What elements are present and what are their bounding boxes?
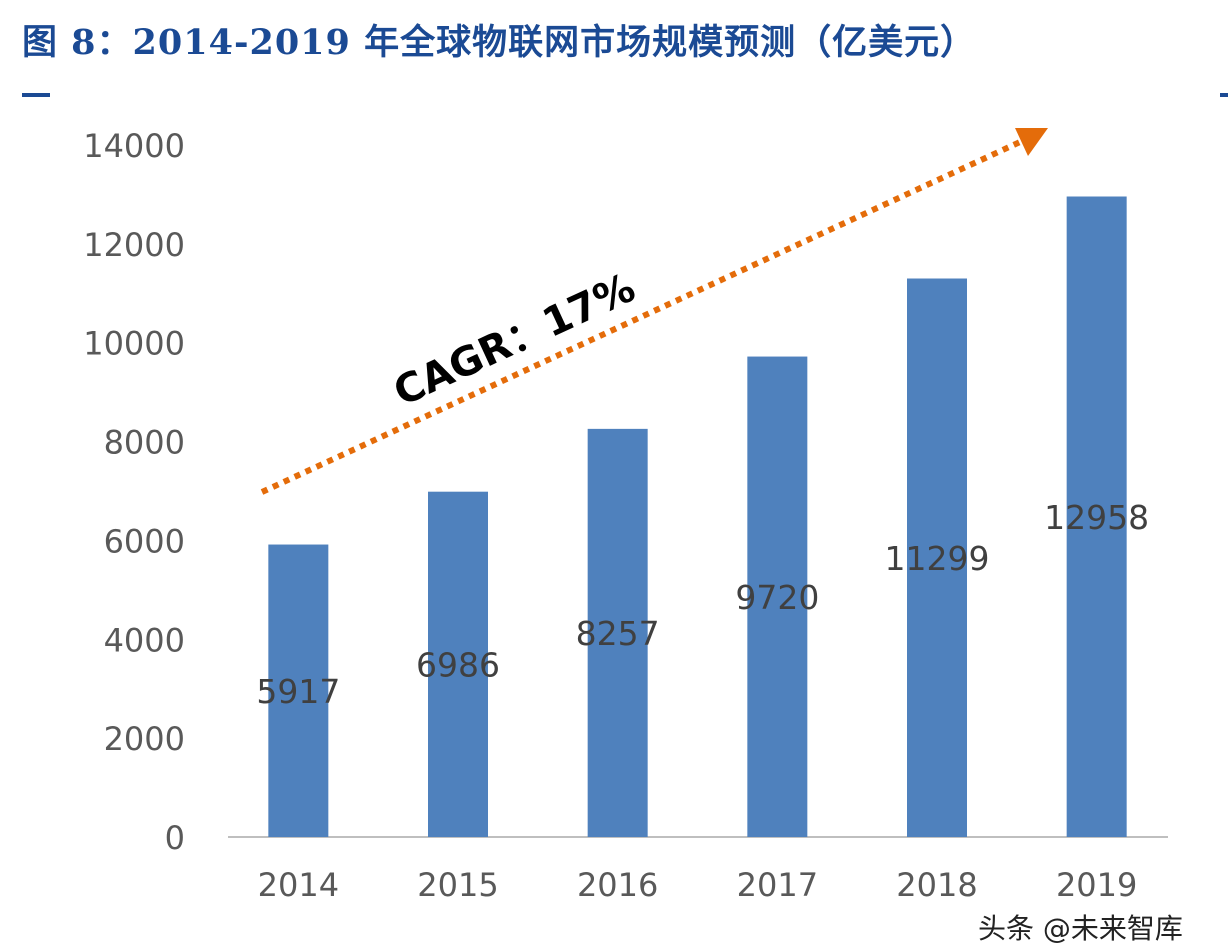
y-tick-label: 12000 <box>83 226 185 264</box>
bar-2018 <box>907 278 967 837</box>
data-label: 12958 <box>1044 498 1149 537</box>
y-tick-label: 4000 <box>104 621 185 659</box>
title-underline-left <box>22 93 50 97</box>
y-tick-label: 6000 <box>104 522 185 560</box>
x-tick-label: 2017 <box>737 866 818 904</box>
data-label: 8257 <box>576 614 660 653</box>
x-tick-label: 2014 <box>258 866 339 904</box>
data-label: 5917 <box>256 672 340 711</box>
data-label: 6986 <box>416 645 500 684</box>
growth-arrow-head <box>1015 128 1048 156</box>
data-label: 9720 <box>735 578 819 617</box>
title-underline-right <box>1220 93 1228 97</box>
y-tick-label: 2000 <box>104 720 185 758</box>
bar-2019 <box>1066 196 1127 837</box>
watermark: 头条 @未来智库 <box>978 912 1183 945</box>
y-tick-label: 0 <box>165 819 185 857</box>
bar-2016 <box>587 428 648 837</box>
bar-2014 <box>268 544 329 837</box>
bar-2015 <box>428 491 488 837</box>
data-label: 11299 <box>885 539 990 578</box>
y-tick-label: 8000 <box>104 424 185 462</box>
x-tick-label: 2019 <box>1056 866 1137 904</box>
chart-title: 图 8：2014-2019 年全球物联网市场规模预测（亿美元） <box>22 22 977 63</box>
cagr-annotation: CAGR：17% <box>387 265 642 416</box>
x-tick-label: 2015 <box>417 866 498 904</box>
y-tick-label: 14000 <box>83 127 185 165</box>
y-tick-label: 10000 <box>83 325 185 363</box>
x-tick-label: 2016 <box>577 866 658 904</box>
x-tick-label: 2018 <box>896 866 977 904</box>
bar-2017 <box>747 356 808 837</box>
